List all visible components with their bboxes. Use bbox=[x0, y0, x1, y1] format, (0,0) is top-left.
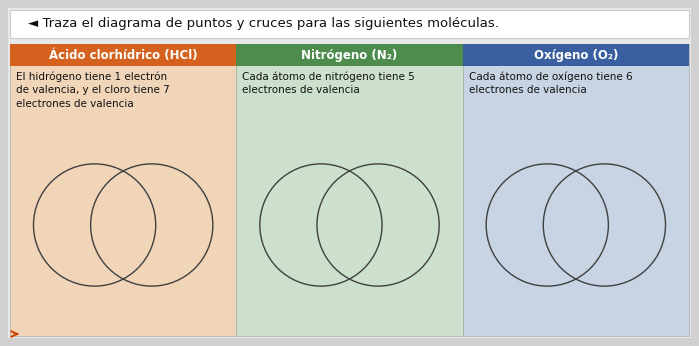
Text: Nitrógeno (N₂): Nitrógeno (N₂) bbox=[301, 48, 398, 62]
Bar bbox=[236, 44, 463, 66]
Bar bbox=[10, 44, 236, 66]
Bar bbox=[10, 10, 689, 38]
Text: Cada átomo de oxígeno tiene 6
electrones de valencia: Cada átomo de oxígeno tiene 6 electrones… bbox=[468, 71, 633, 95]
Bar bbox=[463, 44, 689, 66]
Bar bbox=[463, 44, 689, 336]
Text: Ácido clorhídrico (HCl): Ácido clorhídrico (HCl) bbox=[49, 48, 198, 62]
Text: El hidrógeno tiene 1 electrón
de valencia, y el cloro tiene 7
electrones de vale: El hidrógeno tiene 1 electrón de valenci… bbox=[16, 71, 170, 109]
Text: ◄ Traza el diagrama de puntos y cruces para las siguientes moléculas.: ◄ Traza el diagrama de puntos y cruces p… bbox=[28, 18, 499, 30]
Text: Oxígeno (O₂): Oxígeno (O₂) bbox=[533, 48, 618, 62]
Text: Cada átomo de nitrógeno tiene 5
electrones de valencia: Cada átomo de nitrógeno tiene 5 electron… bbox=[243, 71, 415, 95]
Bar bbox=[10, 44, 236, 336]
Bar bbox=[236, 44, 463, 336]
